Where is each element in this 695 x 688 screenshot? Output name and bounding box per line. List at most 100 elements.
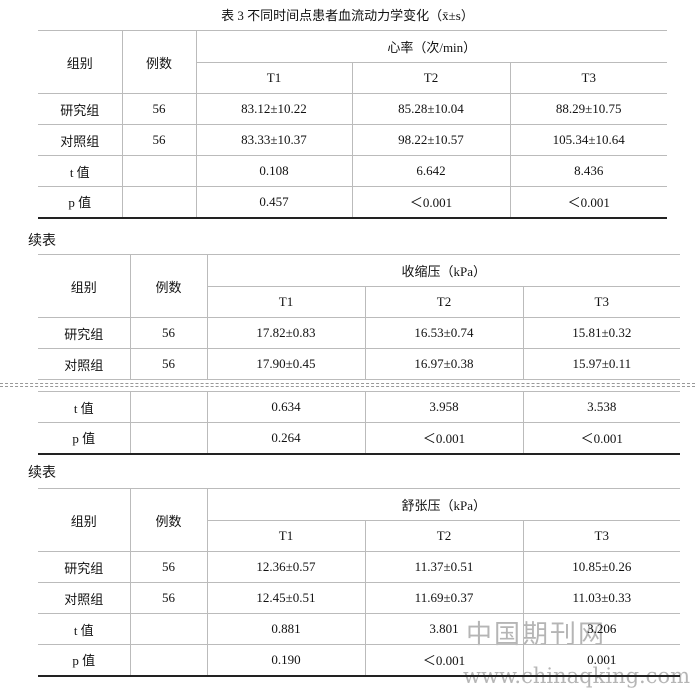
page-break	[0, 383, 695, 384]
data-row: 对照组 56 12.45±0.51 11.69±0.37 11.03±0.33	[38, 582, 681, 614]
row-label: 研究组	[38, 317, 131, 349]
data-table: 组别 例数 心率（次/min） T1 T2 T3 研究组 56 83.12±10.22 85.28…	[38, 30, 667, 219]
header-cell: 例数	[121, 30, 197, 94]
row-label: p 值	[38, 644, 131, 677]
row-label: t 值	[38, 613, 131, 645]
header-cell: 心率（次/min）	[195, 30, 667, 63]
row-label: t 值	[38, 155, 123, 187]
row-label: p 值	[38, 186, 123, 219]
value-cell: 0.881	[206, 613, 366, 645]
header-cell: T2	[351, 62, 511, 94]
header-row: 组别 例数 舒张压（kPa）	[38, 488, 681, 552]
data-row: p 值 0.457 ＜0.001 ＜0.001	[38, 186, 667, 219]
header-cell: T2	[364, 520, 524, 552]
header-cell: T1	[207, 520, 366, 552]
row-label: t 值	[38, 391, 131, 423]
header-row: 组别 例数 收缩压（kPa）	[38, 254, 681, 318]
value-cell: ＜0.001	[364, 422, 524, 455]
count-cell: 56	[129, 551, 208, 583]
value-cell: 17.90±0.45	[206, 348, 366, 380]
count-cell: 56	[129, 348, 208, 380]
count-cell	[121, 186, 197, 219]
data-row: 研究组 56 83.12±10.22 85.28±10.04 88.29±10.75	[38, 93, 667, 125]
header-cell: T2	[364, 286, 524, 318]
header-cell: T1	[196, 62, 353, 94]
value-cell: 10.85±0.26	[522, 551, 681, 583]
data-row: p 值 0.264 ＜0.001 ＜0.001	[38, 422, 680, 455]
value-cell: 12.45±0.51	[206, 582, 366, 614]
header-row: T1 T2 T3	[38, 286, 681, 318]
header-cell: T3	[522, 520, 681, 552]
count-cell: 56	[129, 317, 208, 349]
value-cell: 83.33±10.37	[195, 124, 353, 156]
value-cell: 15.97±0.11	[522, 348, 681, 380]
data-row: t 值 0.108 6.642 8.436	[38, 155, 667, 187]
header-cell: 例数	[129, 254, 208, 318]
data-row: 对照组 56 17.90±0.45 16.97±0.38 15.97±0.11	[38, 348, 681, 380]
count-cell	[121, 155, 197, 187]
value-cell: 11.03±0.33	[522, 582, 681, 614]
value-cell: ＜0.001	[351, 186, 511, 219]
value-cell: ＜0.001	[522, 422, 680, 455]
value-cell: 6.642	[351, 155, 511, 187]
header-cell: 组别	[38, 488, 131, 552]
table-title: 表 3 不同时间点患者血流动力学变化（x̄±s）	[221, 8, 474, 23]
value-cell: 3.801	[364, 613, 524, 645]
data-table: 组别 例数 舒张压（kPa） T1 T2 T3 研究组 56 12.36±0.57 11.37±0…	[38, 488, 681, 677]
value-cell: 17.82±0.83	[206, 317, 366, 349]
value-cell: 8.436	[509, 155, 667, 187]
data-row: 对照组 56 83.33±10.37 98.22±10.57 105.34±10.64	[38, 124, 667, 156]
value-cell: ＜0.001	[509, 186, 667, 219]
header-cell: 收缩压（kPa）	[206, 254, 681, 287]
count-cell: 56	[121, 124, 197, 156]
value-cell: 98.22±10.57	[351, 124, 511, 156]
page-break	[0, 386, 695, 387]
count-cell	[129, 391, 208, 423]
count-cell	[129, 644, 208, 677]
row-label: 对照组	[38, 582, 131, 614]
value-cell: 0.457	[195, 186, 353, 219]
data-row: 研究组 56 12.36±0.57 11.37±0.51 10.85±0.26	[38, 551, 681, 583]
header-row: 组别 例数 心率（次/min）	[38, 30, 667, 94]
row-label: 研究组	[38, 93, 123, 125]
value-cell: 0.634	[206, 391, 366, 423]
header-cell: T1	[207, 286, 366, 318]
value-cell: 11.69±0.37	[364, 582, 524, 614]
data-table: t 值 0.634 3.958 3.538 p 值 0.264 ＜0.001 ＜0.001	[38, 391, 680, 455]
value-cell: 3.538	[522, 391, 680, 423]
value-cell: 105.34±10.64	[509, 124, 667, 156]
value-cell: 11.37±0.51	[364, 551, 524, 583]
value-cell: 0.108	[195, 155, 353, 187]
header-cell: T3	[522, 286, 681, 318]
header-cell: T3	[509, 62, 667, 94]
count-cell	[129, 422, 208, 455]
value-cell: 3.206	[522, 613, 681, 645]
value-cell: 16.53±0.74	[364, 317, 524, 349]
header-cell: 舒张压（kPa）	[206, 488, 681, 521]
data-row: t 值 0.881 3.801 3.206	[38, 613, 681, 645]
continued-label: 续表	[28, 234, 56, 249]
value-cell: 16.97±0.38	[364, 348, 524, 380]
value-cell: 12.36±0.57	[206, 551, 366, 583]
value-cell: 0.001	[522, 644, 681, 677]
value-cell: 15.81±0.32	[522, 317, 681, 349]
count-cell: 56	[121, 93, 197, 125]
header-cell: 组别	[38, 254, 131, 318]
value-cell: 83.12±10.22	[195, 93, 353, 125]
value-cell: ＜0.001	[364, 644, 524, 677]
data-row: 研究组 56 17.82±0.83 16.53±0.74 15.81±0.32	[38, 317, 681, 349]
value-cell: 88.29±10.75	[509, 93, 667, 125]
header-cell: 例数	[129, 488, 208, 552]
row-label: p 值	[38, 422, 131, 455]
count-cell: 56	[129, 582, 208, 614]
row-label: 对照组	[38, 348, 131, 380]
data-table: 组别 例数 收缩压（kPa） T1 T2 T3 研究组 56 17.82±0.83 16.53±0…	[38, 254, 681, 380]
continued-label: 续表	[28, 466, 56, 481]
value-cell: 0.190	[206, 644, 366, 677]
row-label: 研究组	[38, 551, 131, 583]
row-label: 对照组	[38, 124, 123, 156]
header-cell: 组别	[38, 30, 123, 94]
value-cell: 85.28±10.04	[351, 93, 511, 125]
value-cell: 0.264	[206, 422, 366, 455]
